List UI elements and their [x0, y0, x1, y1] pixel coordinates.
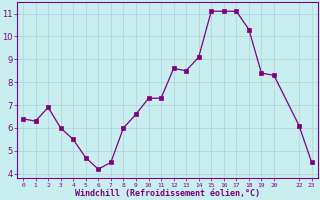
X-axis label: Windchill (Refroidissement éolien,°C): Windchill (Refroidissement éolien,°C) [75, 189, 260, 198]
